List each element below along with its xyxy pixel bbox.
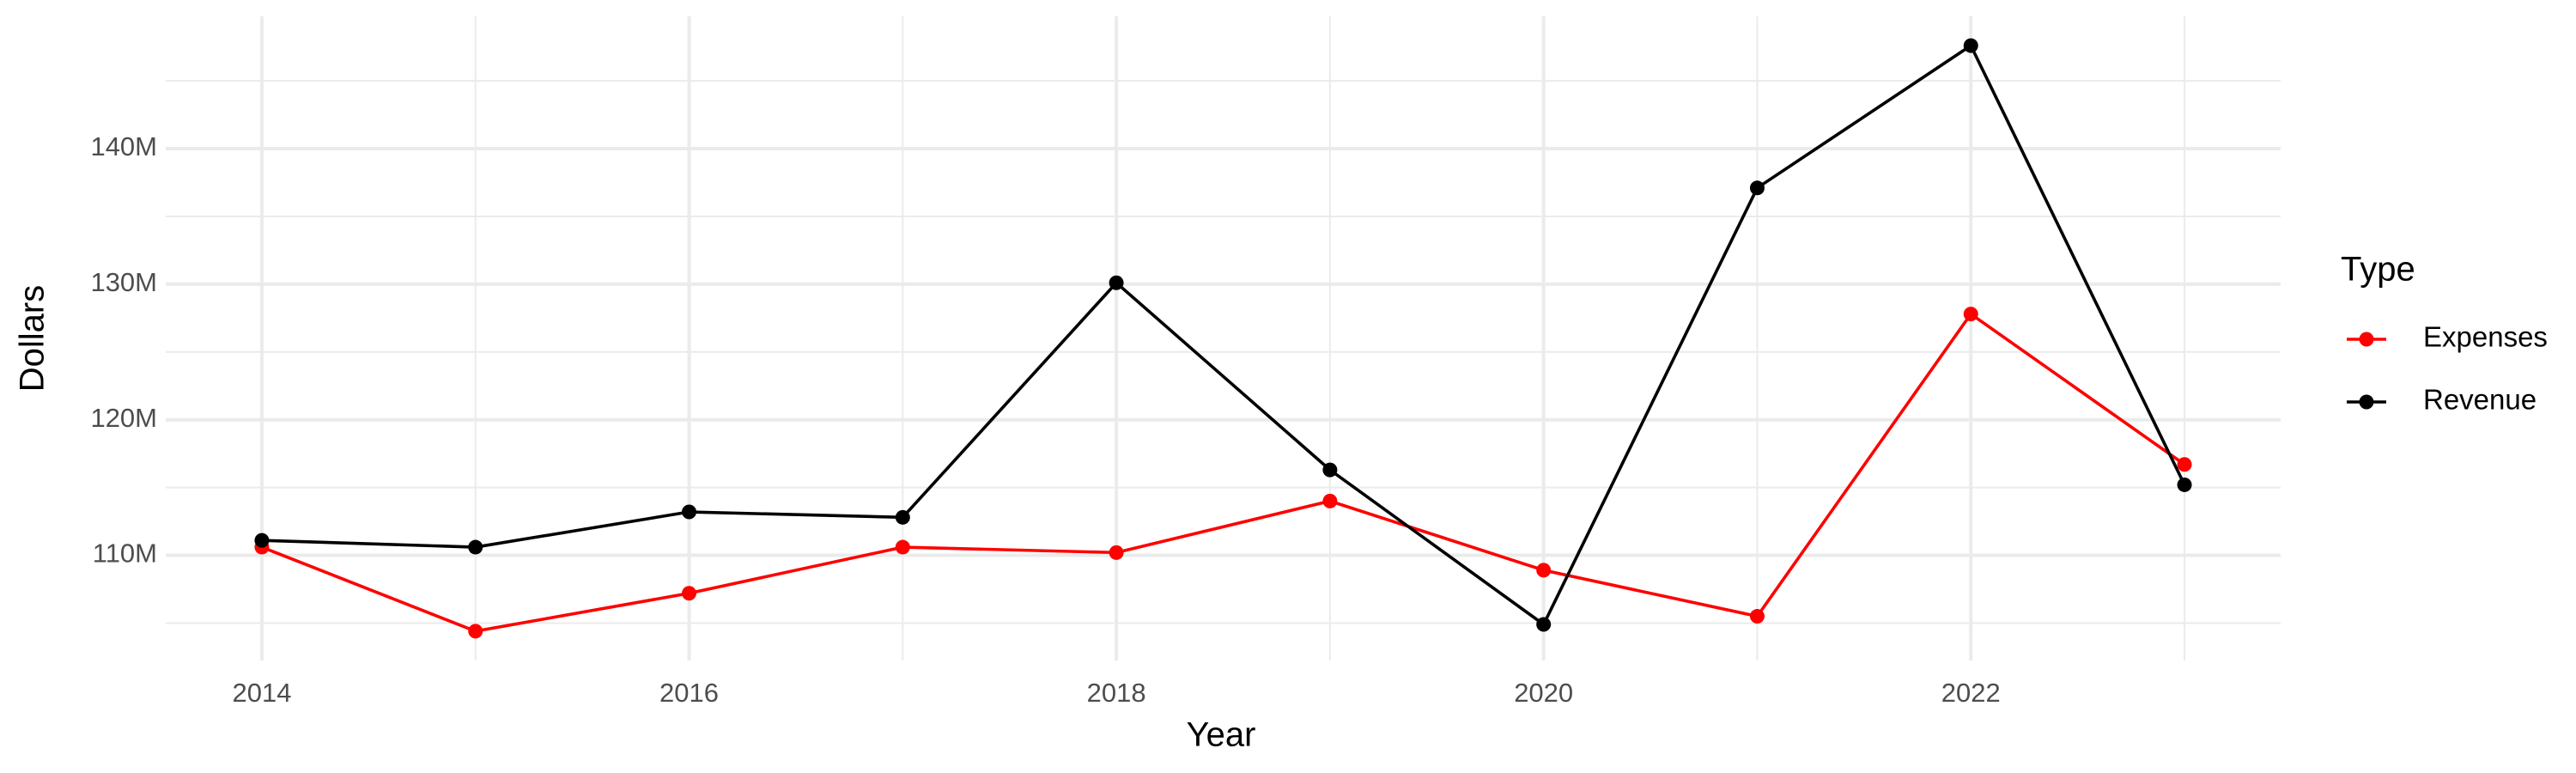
y-tick-label: 110M	[93, 539, 157, 569]
data-point	[1749, 180, 1765, 196]
data-point	[682, 504, 697, 520]
x-tick-label: 2018	[1087, 678, 1146, 708]
legend-title: Type	[2341, 251, 2415, 289]
data-point	[2177, 457, 2192, 472]
data-point	[468, 539, 483, 555]
series-line	[261, 43, 2186, 627]
y-axis-title: Dollars	[14, 285, 52, 392]
data-point	[1963, 307, 1978, 322]
data-point	[895, 539, 910, 555]
data-point	[1536, 563, 1552, 578]
data-point	[1536, 617, 1552, 632]
legend-key-point	[2359, 332, 2374, 347]
legend-label: Expenses	[2423, 321, 2548, 353]
series-line	[261, 312, 2186, 633]
legend-label: Revenue	[2423, 384, 2537, 416]
data-point	[2177, 477, 2192, 492]
data-point	[1109, 545, 1124, 560]
data-point	[682, 586, 697, 601]
x-tick-label: 2016	[659, 678, 719, 708]
x-tick-label: 2022	[1941, 678, 2001, 708]
y-tick-label: 120M	[90, 403, 157, 433]
data-point	[1963, 38, 1978, 53]
y-tick-label: 140M	[90, 131, 157, 161]
data-point	[1322, 462, 1338, 478]
y-tick-label: 130M	[90, 267, 157, 297]
data-point	[1109, 275, 1124, 290]
x-tick-label: 2020	[1514, 678, 1573, 708]
x-tick-label: 2014	[232, 678, 291, 708]
data-point	[468, 624, 483, 639]
x-axis-title: Year	[1187, 716, 1256, 754]
data-point	[1322, 493, 1338, 508]
legend-key-point	[2359, 394, 2374, 410]
data-point	[254, 533, 270, 548]
data-point	[1749, 609, 1765, 624]
data-point	[895, 509, 910, 525]
